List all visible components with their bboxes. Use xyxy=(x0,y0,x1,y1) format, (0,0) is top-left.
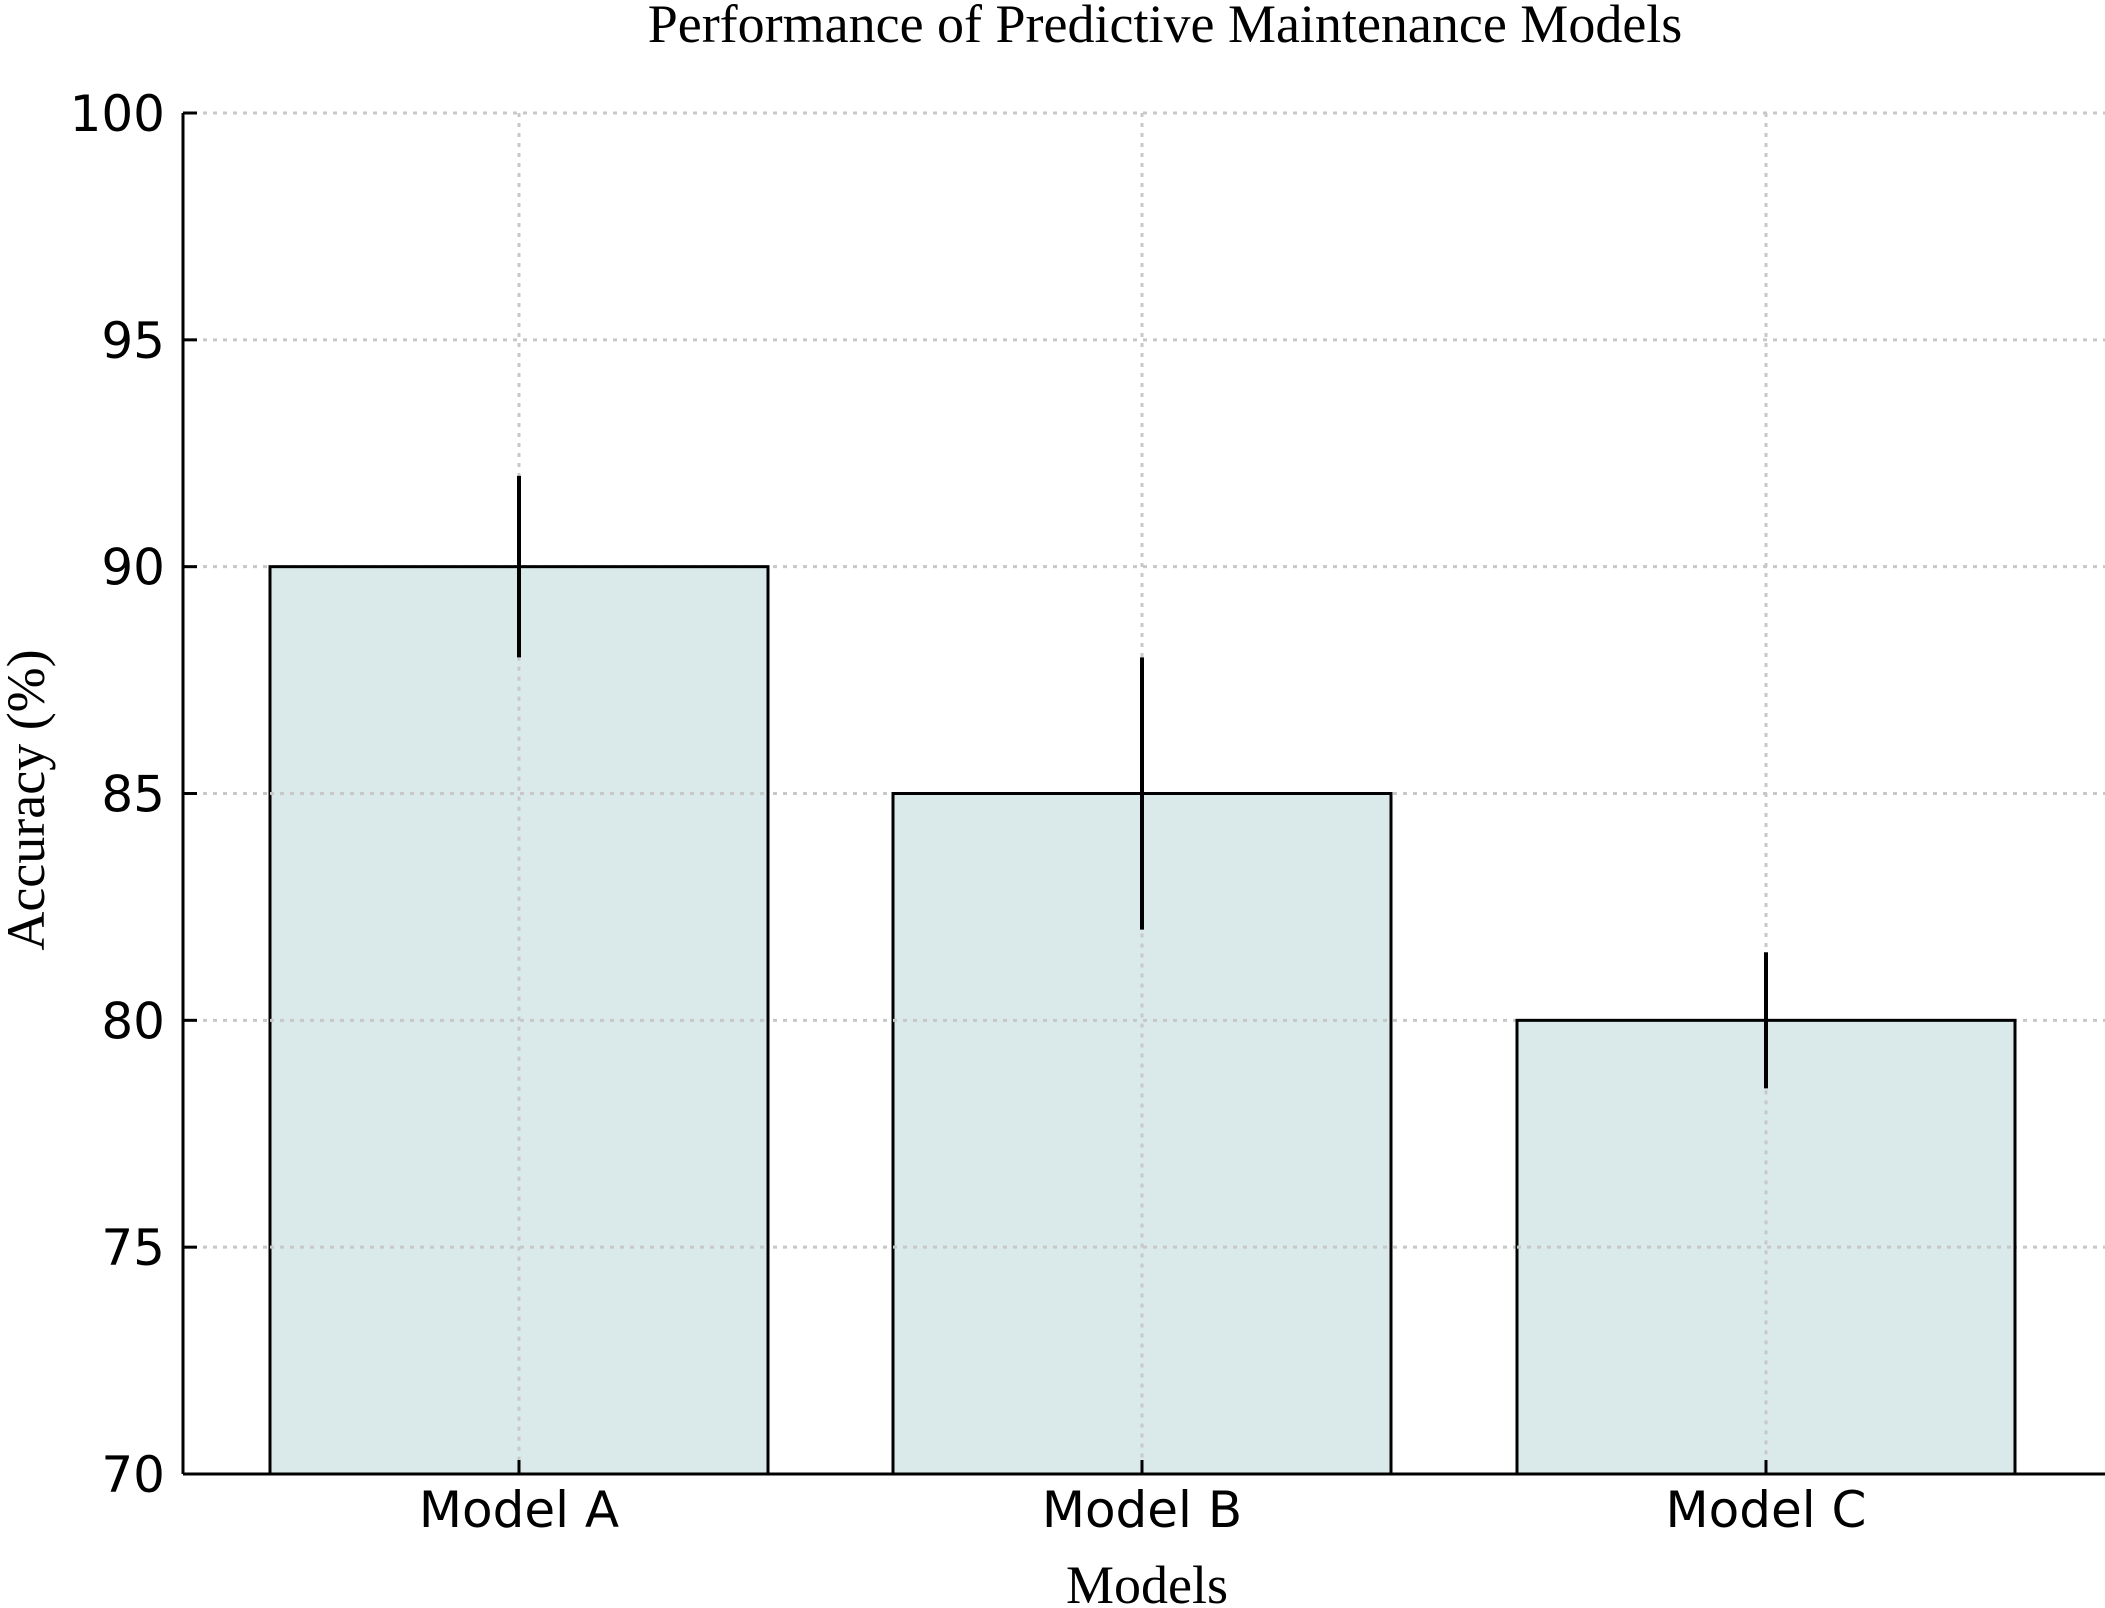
x-tick-label: Model B xyxy=(1042,1481,1242,1539)
y-tick-label: 85 xyxy=(101,766,165,824)
y-tick-label: 70 xyxy=(101,1446,165,1504)
y-ticks: 70 75 80 85 90 95 100 xyxy=(70,85,197,1504)
x-axis-label: Models xyxy=(1066,1555,1228,1608)
y-tick-label: 90 xyxy=(101,539,165,597)
error-bars xyxy=(517,475,1768,1089)
chart-title: Performance of Predictive Maintenance Mo… xyxy=(648,0,1683,54)
x-tick-label: Model A xyxy=(419,1481,619,1539)
x-ticks: Model A Model B Model C xyxy=(419,1460,1867,1539)
x-tick-label: Model C xyxy=(1666,1481,1867,1539)
y-tick-label: 75 xyxy=(101,1219,165,1277)
y-tick-label: 100 xyxy=(70,85,165,143)
y-axis-label: Accuracy (%) xyxy=(0,649,56,950)
y-tick-label: 95 xyxy=(101,312,165,370)
y-tick-label: 80 xyxy=(101,992,165,1050)
